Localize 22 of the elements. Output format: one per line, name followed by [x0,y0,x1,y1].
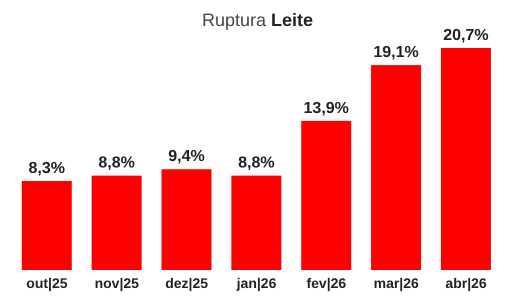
x-tick-label: out|25 [26,274,68,292]
data-label: 20,7% [443,27,489,44]
data-label: 9,4% [168,148,205,166]
bar [22,180,72,270]
x-tick-label: dez|25 [165,274,208,292]
data-label: 8,8% [238,154,275,172]
bar [231,176,282,270]
data-label: 13,9% [304,100,349,117]
data-label: 8,8% [98,154,135,172]
x-tick-label: mar|26 [374,274,420,292]
bar [440,48,491,270]
bar [92,176,142,270]
bar [161,169,212,270]
bar [371,65,422,270]
x-tick-label: fev|26 [306,274,346,292]
x-tick-label: abr|26 [445,274,487,292]
data-label: 19,1% [373,44,419,62]
x-tick-label: nov|25 [94,274,140,292]
bar [301,120,352,270]
chart-title: Ruptura Leite [202,10,314,30]
x-tick-label: jan|26 [236,274,277,292]
data-label: 8,3% [28,160,66,177]
